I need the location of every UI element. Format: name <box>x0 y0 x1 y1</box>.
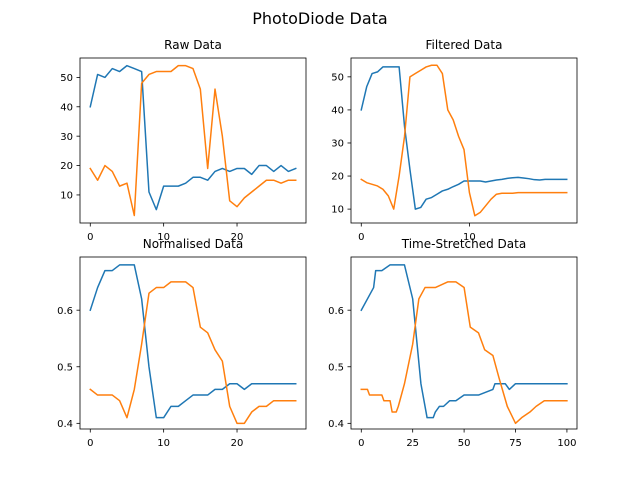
filtered-data-series-line-1 <box>360 66 568 210</box>
time-stretched-data-x-tick-label: 100 <box>557 438 576 449</box>
filtered-data-axes-frame <box>350 57 578 224</box>
filtered-data-title: Filtered Data <box>426 38 503 52</box>
filtered-data-series-line-2 <box>360 64 568 217</box>
normalised-data-x-tick-label: 20 <box>231 438 244 449</box>
raw-data-x-tick-label: 0 <box>87 232 93 243</box>
time-stretched-data-title: Time-Stretched Data <box>401 237 526 251</box>
time-stretched-data-x-tick-label: 50 <box>458 438 471 449</box>
normalised-data-x-tick-label: 10 <box>157 438 170 449</box>
filtered-data-x-tick-label: 0 <box>358 232 364 243</box>
figure-suptitle: PhotoDiode Data <box>252 9 387 28</box>
raw-data-y-tick-label: 30 <box>60 132 73 143</box>
raw-data-x-tick-label: 20 <box>231 232 244 243</box>
raw-data-series-line-1 <box>89 64 297 211</box>
time-stretched-data-subplot: 0 25 50 75 100 0.4 0.5 0.6 Time-Stretched Data <box>328 237 578 449</box>
filtered-data-y-tick-label: 10 <box>331 205 344 216</box>
raw-data-y-tick-label: 10 <box>60 191 73 202</box>
normalised-data-y-tick-label: 0.5 <box>57 362 73 373</box>
normalised-data-title: Normalised Data <box>143 237 243 251</box>
raw-data-subplot: 0 10 20 10 20 30 40 50 Raw Data <box>60 38 307 243</box>
raw-data-axes-frame <box>79 57 307 224</box>
filtered-data-y-tick-label: 50 <box>331 72 344 83</box>
time-stretched-data-series-line-1 <box>360 264 568 419</box>
normalised-data-x-tick-label: 0 <box>87 438 93 449</box>
time-stretched-data-x-tick-label: 25 <box>406 438 419 449</box>
raw-data-series-line-2 <box>89 64 297 217</box>
time-stretched-data-series-line-2 <box>360 281 568 425</box>
time-stretched-data-y-tick-label: 0.5 <box>328 362 344 373</box>
time-stretched-data-y-tick-label: 0.4 <box>328 419 344 430</box>
filtered-data-y-tick-label: 40 <box>331 106 344 117</box>
filtered-data-x-tick-label: 10 <box>463 232 476 243</box>
normalised-data-subplot: 0 10 20 0.4 0.5 0.6 Normalised Data <box>57 237 307 449</box>
raw-data-x-tick-label: 10 <box>157 232 170 243</box>
time-stretched-data-x-tick-label: 0 <box>358 438 364 449</box>
filtered-data-y-tick-label: 30 <box>331 139 344 150</box>
normalised-data-y-tick-label: 0.6 <box>57 306 73 317</box>
raw-data-y-tick-label: 20 <box>60 161 73 172</box>
filtered-data-subplot: 0 10 10 20 30 40 50 Filtered Data <box>331 38 578 243</box>
normalised-data-y-tick-label: 0.4 <box>57 419 73 430</box>
time-stretched-data-y-tick-label: 0.6 <box>328 306 344 317</box>
normalised-data-series-line-1 <box>89 264 297 419</box>
normalised-data-series-line-2 <box>89 281 297 425</box>
raw-data-y-tick-label: 50 <box>60 73 73 84</box>
raw-data-y-tick-label: 40 <box>60 102 73 113</box>
time-stretched-data-x-tick-label: 75 <box>509 438 522 449</box>
normalised-data-axes-frame <box>79 256 307 430</box>
raw-data-title: Raw Data <box>164 38 222 52</box>
filtered-data-y-tick-label: 20 <box>331 172 344 183</box>
